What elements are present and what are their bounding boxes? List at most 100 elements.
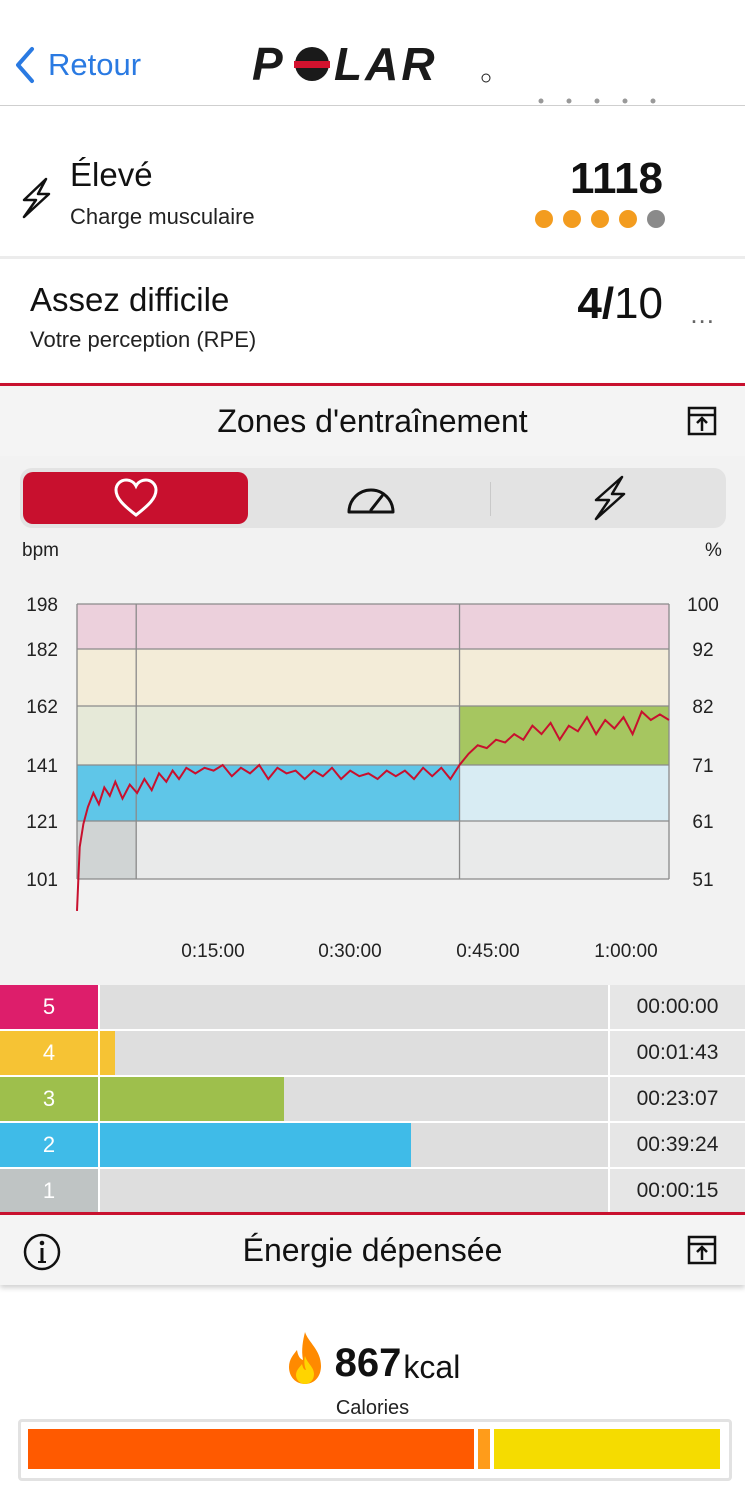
- right-tick-label: 51: [692, 870, 713, 891]
- tab-muscle-load[interactable]: [496, 472, 721, 524]
- zone-highlight-1: [77, 821, 137, 879]
- chevron-left-icon: [16, 47, 34, 83]
- zone-row: 4 00:01:43: [0, 1031, 745, 1077]
- x-tick-label: 0:45:00: [456, 941, 519, 962]
- left-tick-labels: 198 182 162 141 121 101: [26, 595, 58, 891]
- app-header: [0, 0, 745, 106]
- zone-divider: [98, 1031, 100, 1075]
- lightning-icon: [22, 177, 51, 219]
- load-dot-empty: [647, 210, 665, 228]
- right-tick-label: 61: [692, 812, 713, 833]
- zone-band-5: [77, 604, 669, 649]
- energy-segment: [474, 1429, 490, 1469]
- back-label: Retour: [48, 47, 142, 82]
- energy-title: Énergie dépensée: [242, 1232, 503, 1268]
- export-icon[interactable]: [687, 1235, 717, 1265]
- zone-divider: [98, 1077, 100, 1121]
- right-tick-label: 82: [692, 697, 713, 718]
- rpe-more-button[interactable]: ...: [690, 299, 715, 329]
- pager-dots: [538, 98, 656, 104]
- zone-number: 5: [0, 985, 98, 1029]
- zone-bands: [77, 604, 669, 879]
- rpe-title: Assez difficile: [30, 281, 230, 318]
- zone-duration: 00:23:07: [608, 1077, 745, 1121]
- zone-time-bar: [100, 1031, 115, 1075]
- right-tick-labels: 100 92 82 71 61 51: [687, 595, 719, 891]
- heart-rate-line: [76, 709, 670, 911]
- rpe-value-score: 4/: [577, 279, 615, 328]
- muscle-load-dots: [525, 210, 665, 233]
- heart-rate-chart: 198 182 162 141 121 101 100 92 82 71 61 51 0:15:00…: [26, 595, 719, 962]
- left-tick-label: 121: [26, 812, 58, 833]
- left-tick-label: 182: [26, 640, 58, 661]
- right-tick-label: 100: [687, 595, 719, 616]
- load-dot-filled: [619, 210, 637, 228]
- zone-time-bar: [100, 1123, 411, 1167]
- export-icon[interactable]: [687, 406, 717, 436]
- zone-divider: [98, 985, 100, 1029]
- zone-number: 2: [0, 1123, 98, 1167]
- svg-text:P: P: [252, 40, 286, 88]
- calories-display: 867 kcal Calories: [0, 1330, 745, 1420]
- load-dot-filled: [591, 210, 609, 228]
- energy-source-segments: [28, 1429, 720, 1469]
- zone-band-4: [77, 649, 669, 706]
- zone-duration: 00:00:15: [608, 1169, 745, 1213]
- x-tick-label: 0:30:00: [318, 941, 381, 962]
- load-dot-filled: [535, 210, 553, 228]
- zone-divider: [98, 1123, 100, 1167]
- rpe-row[interactable]: Assez difficile Votre perception (RPE) 4…: [0, 259, 745, 381]
- x-tick-label: 0:15:00: [181, 941, 244, 962]
- heart-icon: [113, 478, 158, 517]
- zone-row: 1 00:00:15: [0, 1169, 745, 1215]
- left-tick-label: 162: [26, 697, 58, 718]
- calories-value: 867: [334, 1341, 402, 1385]
- left-axis-unit: bpm: [22, 540, 59, 561]
- right-tick-label: 92: [692, 640, 713, 661]
- lightning-icon: [594, 475, 625, 521]
- muscle-load-value: 1118: [569, 154, 663, 203]
- training-zones-title: Zones d'entraînement: [217, 403, 528, 439]
- tab-speed[interactable]: [258, 472, 483, 524]
- load-dot-filled: [563, 210, 581, 228]
- back-button[interactable]: Retour: [14, 40, 141, 90]
- svg-text:LAR: LAR: [334, 40, 438, 88]
- left-tick-label: 141: [26, 756, 58, 777]
- zone-highlight-3: [459, 706, 669, 765]
- zone-time-bar: [100, 1077, 284, 1121]
- energy-header: Énergie dépensée: [0, 1212, 745, 1285]
- zone-number: 1: [0, 1169, 98, 1213]
- rpe-value-scale: 10: [614, 279, 663, 328]
- rpe-value: 4/10: [577, 279, 663, 329]
- muscle-load-subtitle: Charge musculaire: [70, 204, 255, 229]
- horizontal-gridlines: [77, 603, 669, 880]
- spacer: [0, 106, 745, 137]
- zone-number: 3: [0, 1077, 98, 1121]
- calories-unit: kcal: [403, 1349, 461, 1385]
- right-axis-unit: %: [705, 540, 722, 561]
- polar-logo: P LAR: [252, 40, 491, 88]
- x-tick-labels: 0:15:00 0:30:00 0:45:00 1:00:00: [181, 941, 657, 962]
- zone-band-1: [77, 821, 669, 879]
- flame-icon: [288, 1332, 321, 1384]
- x-tick-label: 1:00:00: [594, 941, 657, 962]
- zone-number: 4: [0, 1031, 98, 1075]
- tab-heart-rate[interactable]: [23, 472, 248, 524]
- zone-highlight-2: [77, 765, 460, 821]
- zone-row: 2 00:39:24: [0, 1123, 745, 1169]
- right-tick-label: 71: [692, 756, 713, 777]
- energy-segment: [489, 1429, 720, 1469]
- zone-divider: [98, 1169, 100, 1213]
- rpe-subtitle: Votre perception (RPE): [30, 327, 257, 352]
- calories-label: Calories: [335, 1397, 410, 1419]
- zone-duration: 00:39:24: [608, 1123, 745, 1167]
- energy-source-bar: [18, 1419, 732, 1481]
- muscle-load-row[interactable]: Élevé Charge musculaire 1118: [0, 134, 745, 259]
- zone-row: 5 00:00:00: [0, 985, 745, 1031]
- tab-separator: [490, 482, 491, 516]
- muscle-load-title: Élevé: [70, 156, 153, 193]
- zone-duration: 00:00:00: [608, 985, 745, 1029]
- speedometer-icon: [347, 488, 394, 514]
- training-zones-header: Zones d'entraînement: [0, 383, 745, 456]
- info-icon[interactable]: [22, 1232, 62, 1272]
